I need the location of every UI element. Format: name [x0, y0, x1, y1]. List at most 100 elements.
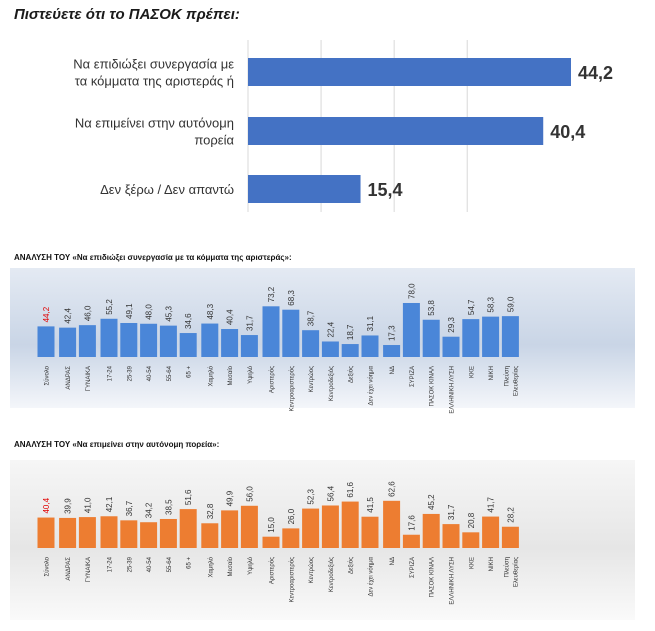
breakdown-title: ΑΝΑΛΥΣΗ ΤΟΥ «Να επιμείνει στην αυτόνομη …: [14, 440, 220, 449]
category-label: Αριστερός: [269, 557, 276, 584]
column-bar: [361, 516, 379, 548]
data-label: 26,0: [287, 508, 296, 524]
data-label: 31,7: [245, 315, 254, 331]
data-label: 48,0: [145, 304, 154, 320]
column-bar: [240, 505, 258, 548]
data-label: 46,0: [83, 305, 92, 321]
data-label: 32,8: [206, 503, 215, 519]
category-label: Δεν έχει νόημα: [368, 556, 375, 596]
column-bar: [383, 500, 401, 548]
column-bar: [383, 345, 401, 357]
column-bar: [501, 316, 519, 357]
column-bar: [159, 325, 177, 357]
column-bar: [302, 330, 320, 357]
data-label: 15,0: [267, 517, 276, 533]
data-label: 42,4: [64, 308, 73, 324]
category-label: Χαμηλό: [207, 365, 214, 386]
category-label: Κεντροαριστερός: [288, 557, 295, 603]
category-label: ΑΝΔΡΑΣ: [66, 557, 72, 581]
data-label: 78,0: [407, 283, 416, 299]
column-bar: [179, 333, 197, 357]
column-bar: [100, 516, 118, 548]
column-bar: [140, 323, 158, 357]
data-label: 41,0: [83, 497, 92, 513]
data-label: 40,4: [550, 122, 585, 142]
data-label: 44,2: [578, 63, 613, 83]
data-label: 31,1: [366, 315, 375, 331]
data-label: 73,2: [267, 286, 276, 302]
data-label: 55,2: [105, 299, 114, 315]
category-label: 25-39: [127, 365, 133, 381]
column-bar: [100, 318, 118, 357]
category-label: ΠΑΣΟΚ ΚΙΝΑΛ: [430, 557, 436, 597]
category-label: ΕΛΛΗΝΙΚΗ ΛΥΣΗ: [450, 557, 456, 605]
column-bar: [402, 534, 420, 548]
category-label: Κεντροδεξιός: [328, 366, 335, 401]
column-bar: [282, 528, 300, 548]
data-label: 17,3: [388, 325, 397, 341]
data-label: 61,6: [346, 481, 355, 497]
category-label: Ελευθερίας: [513, 366, 519, 396]
column-bar: [120, 520, 138, 548]
column-bar: [302, 508, 320, 548]
data-label: 52,3: [307, 488, 316, 504]
column-bar: [37, 326, 55, 357]
category-label: Ελευθερίας: [513, 557, 519, 587]
data-label: 49,1: [125, 303, 134, 319]
column-bar: [462, 532, 480, 548]
data-label: 34,2: [145, 502, 154, 518]
column-bar: [262, 536, 280, 548]
data-label: 45,3: [164, 306, 173, 322]
category-label: ΝΔ: [390, 366, 396, 374]
category-label: ΝΙΚΗ: [489, 366, 495, 380]
page-title: Πιστεύετε ότι το ΠΑΣΟΚ πρέπει:: [14, 6, 240, 23]
category-label: ΣΥΡΙΖΑ: [410, 366, 416, 387]
category-label: ΓΥΝΑΙΚΑ: [86, 366, 92, 391]
category-label: ΝΙΚΗ: [489, 557, 495, 571]
category-label: ΚΚΕ: [469, 557, 475, 569]
category-label: 17-24: [108, 556, 114, 572]
column-bar: [221, 510, 239, 548]
column-bar: [482, 316, 500, 357]
category-label: Μεσαίο: [228, 365, 234, 385]
data-label: 58,3: [487, 297, 496, 313]
column-bar: [37, 517, 55, 548]
data-label: 41,7: [487, 496, 496, 512]
data-label: 49,9: [226, 490, 235, 506]
category-label: 25-39: [127, 556, 133, 572]
data-label: 41,5: [366, 497, 375, 513]
category-label: Χαμηλό: [207, 556, 214, 577]
data-label: 59,0: [506, 296, 515, 312]
data-label: 28,2: [506, 507, 515, 523]
data-label: 45,2: [427, 494, 436, 510]
column-bar: [442, 336, 460, 357]
category-label: Δεξιός: [348, 366, 355, 383]
category-label: Κεντρώος: [309, 366, 315, 392]
column-bar: [341, 501, 359, 548]
category-label: Υψηλό: [247, 365, 254, 384]
column-bar: [140, 522, 158, 548]
category-label: τα κόμματα της αριστεράς ή: [75, 74, 234, 89]
column-bar: [201, 523, 219, 548]
category-label: 55-64: [167, 556, 173, 572]
bar: [248, 117, 544, 145]
breakdown-title: ΑΝΑΛΥΣΗ ΤΟΥ «Να επιδιώξει συνεργασία με …: [14, 253, 292, 262]
data-label: 15,4: [368, 180, 403, 200]
category-label: Μεσαίο: [228, 556, 234, 576]
category-label: Να επιδιώξει συνεργασία με: [73, 57, 234, 72]
column-bar: [341, 344, 359, 357]
category-label: ΣΥΡΙΖΑ: [410, 557, 416, 578]
column-bar: [501, 526, 519, 548]
category-label: Πλεύση: [504, 366, 510, 386]
category-label: 40-54: [147, 556, 153, 572]
category-label: 65 +: [187, 366, 193, 378]
data-label: 56,0: [245, 486, 254, 502]
category-label: πορεία: [194, 133, 234, 148]
bar: [248, 58, 571, 86]
category-label: Δεν ξέρω / Δεν απαντώ: [100, 182, 234, 197]
category-label: Αριστερός: [269, 366, 276, 393]
data-label: 22,4: [326, 321, 335, 337]
category-label: Σύνολο: [45, 365, 51, 385]
column-bar: [78, 325, 96, 357]
